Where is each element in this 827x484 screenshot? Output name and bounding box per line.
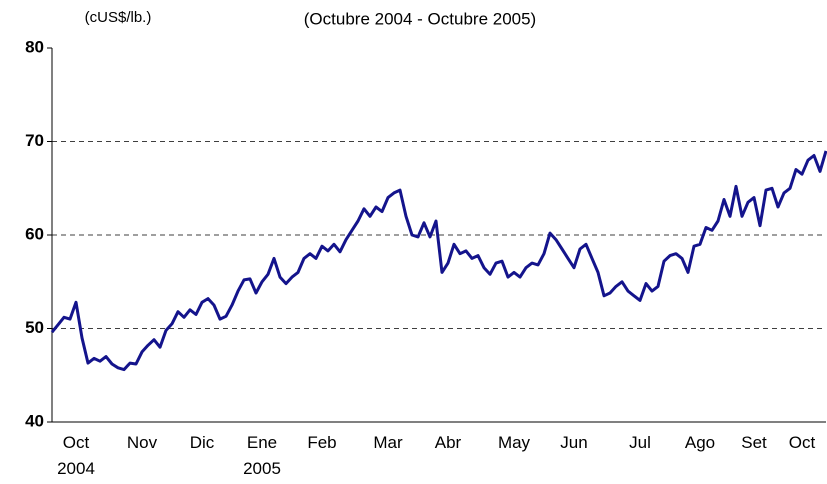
y-tick-label: 70 — [25, 131, 44, 150]
y-axis-label: (cUS$/lb.) — [85, 9, 152, 26]
x-tick-label: Jul — [629, 433, 651, 452]
x-tick-label: Jun — [560, 433, 588, 452]
y-tick-label: 60 — [25, 224, 44, 243]
x-tick-label: Dic — [189, 433, 215, 452]
x-tick-label: Set — [741, 433, 767, 452]
x-tick-label: Abr — [434, 433, 462, 452]
chart-title: (Octubre 2004 - Octubre 2005) — [304, 9, 536, 28]
x-tick-label: May — [497, 433, 531, 452]
x-tick-label: Mar — [373, 433, 403, 452]
x-tick-label: Nov — [126, 433, 158, 452]
y-tick-label: 40 — [25, 411, 44, 430]
x-tick-label: Ene 2005 — [243, 433, 281, 478]
x-tick-label: Oct — [788, 433, 816, 452]
line — [50, 150, 827, 372]
x-tick-label: Oct 2004 — [57, 433, 95, 478]
y-tick-label: 80 — [25, 37, 44, 56]
x-tick-label: Ago — [684, 433, 716, 452]
x-tick-label: Feb — [307, 433, 337, 452]
y-tick-label: 50 — [25, 318, 44, 337]
